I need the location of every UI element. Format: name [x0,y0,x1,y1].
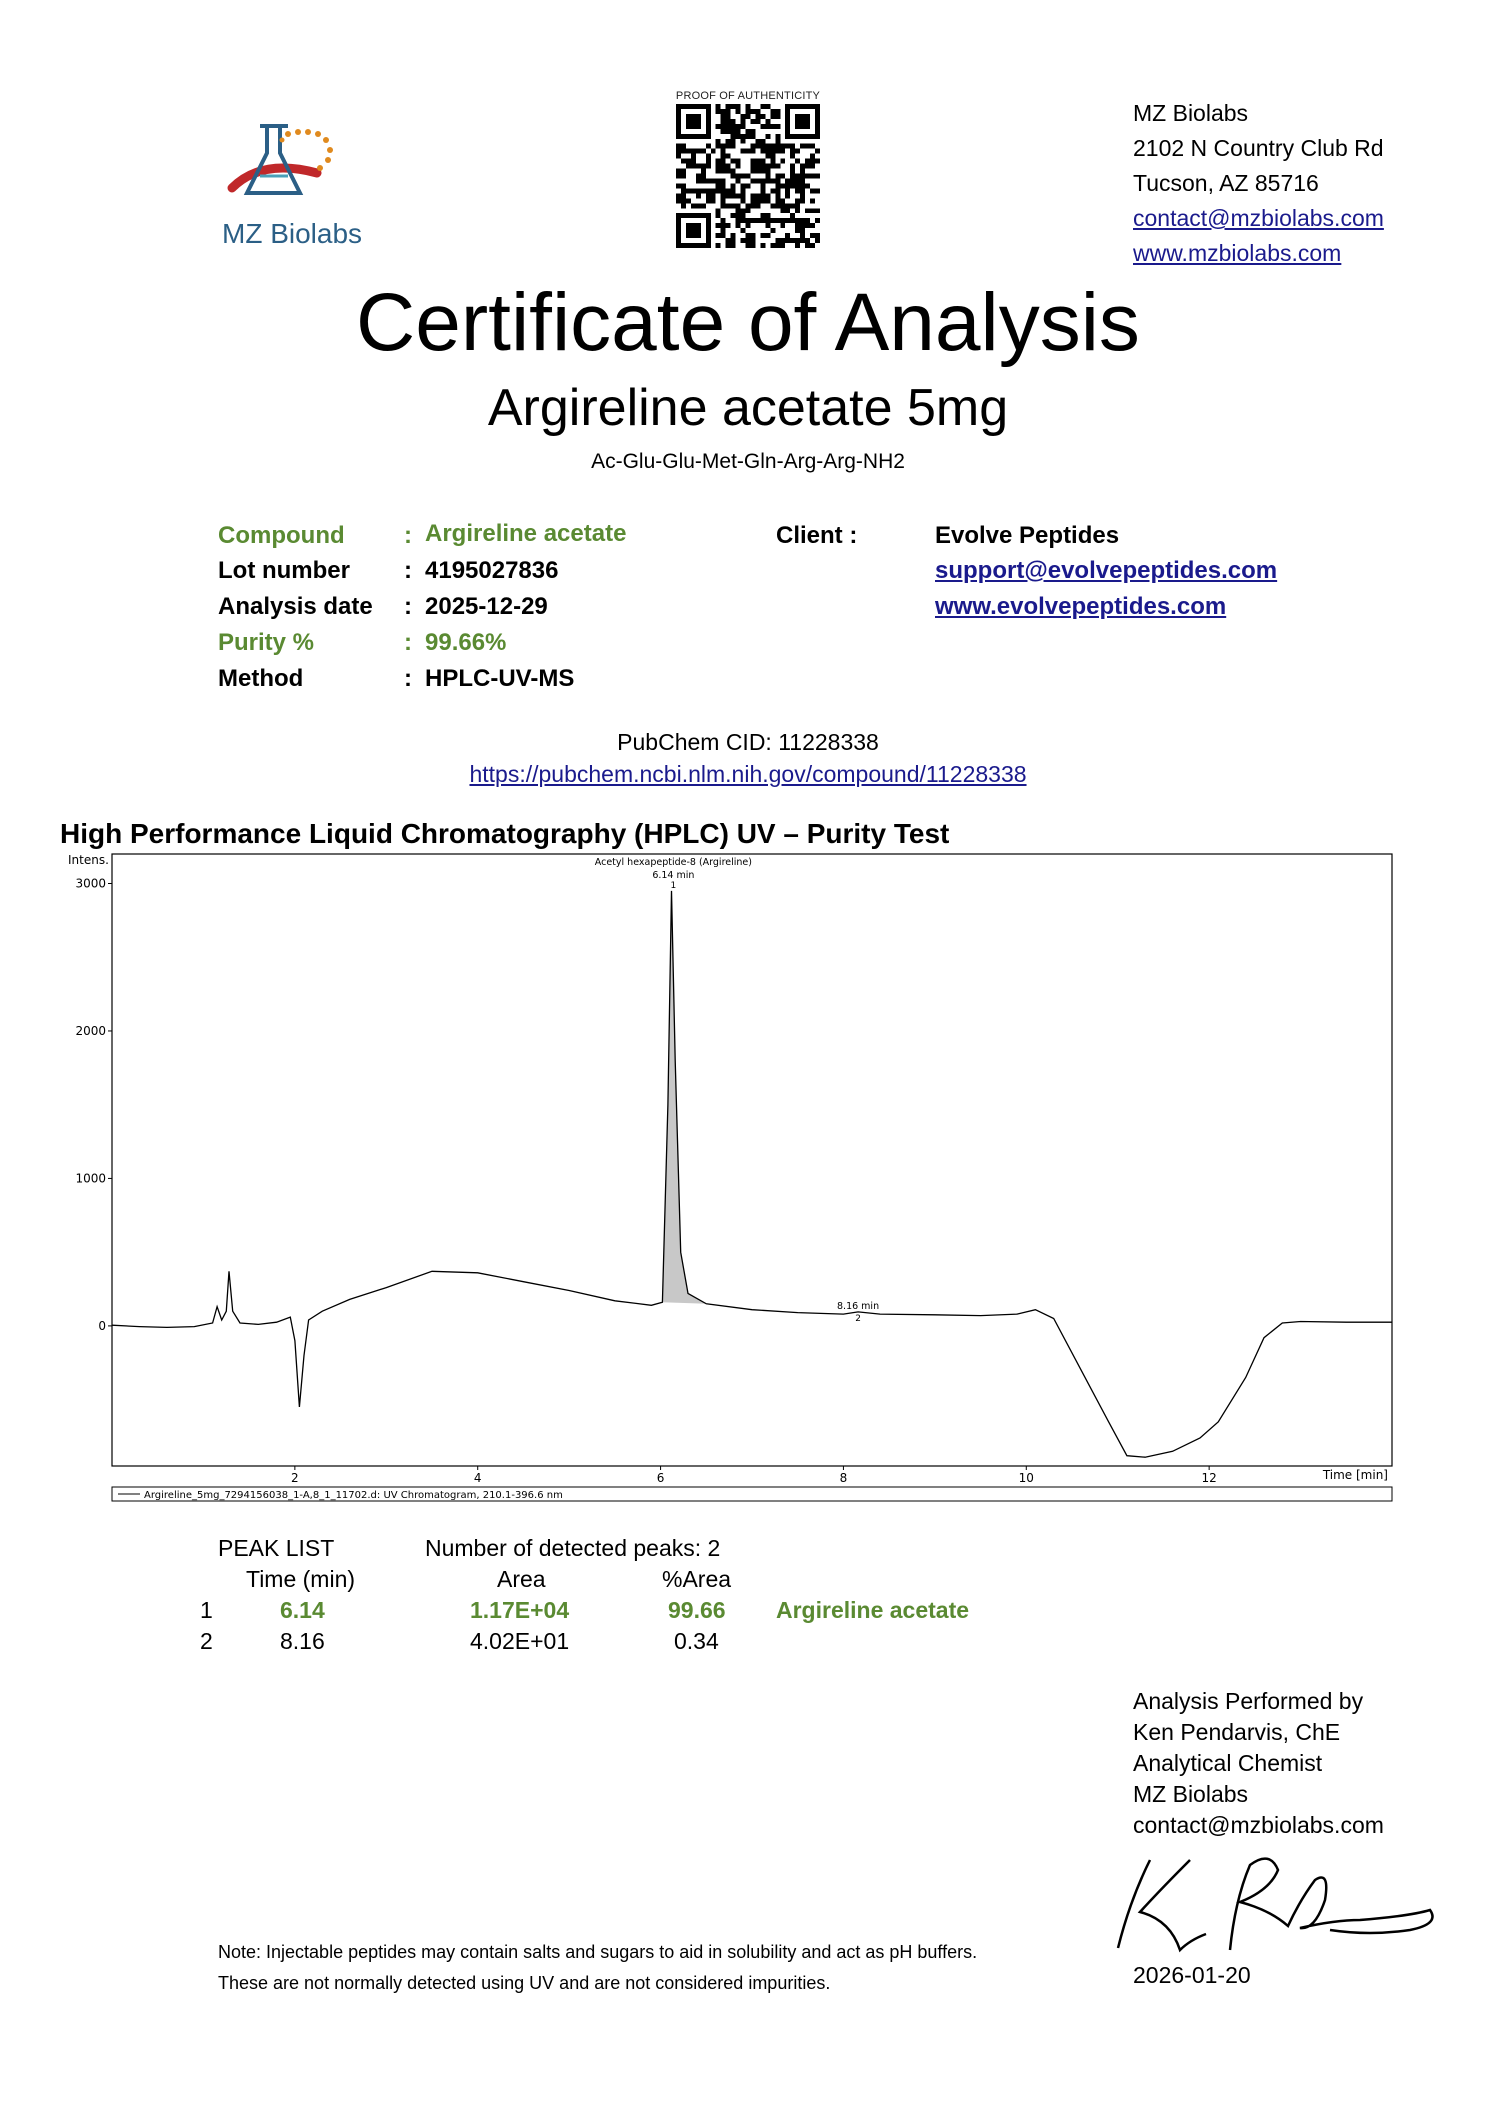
peak-time-annotation: 8.16 min [837,1301,879,1312]
col-header-pct: %Area [662,1566,732,1592]
x-axis-label: Time [min] [1322,1468,1388,1482]
peak-number-annotation: 1 [671,881,677,891]
x-tick-label: 8 [840,1471,848,1485]
y-tick-label: 2000 [75,1024,106,1038]
client-label: Client : [776,522,858,549]
client-website-link[interactable]: www.evolvepeptides.com [935,593,1227,620]
compound-value: Argireline acetate [425,520,627,547]
chromatogram-trace [111,890,1392,1458]
peak-compound-annotation: Acetyl hexapeptide-8 (Argireline) [595,857,752,868]
signature-date: 2026-01-20 [1133,1962,1251,1988]
company-website-link[interactable]: www.mzbiolabs.com [1133,240,1342,266]
analyst-company: MZ Biolabs [1133,1781,1249,1807]
colon: : [404,593,412,620]
peak-number: 1 [200,1597,213,1623]
peak-count: Number of detected peaks: 2 [425,1535,721,1561]
peak-list-title: PEAK LIST [218,1535,335,1561]
pubchem-link[interactable]: https://pubchem.ncbi.nlm.nih.gov/compoun… [469,761,1027,787]
company-address: MZ Biolabs 2102 N Country Club Rd Tucson… [1133,96,1384,271]
flask-logo-icon [227,124,333,195]
analyst-email: contact@mzbiolabs.com [1133,1812,1384,1838]
peptide-sequence: Ac-Glu-Glu-Met-Gln-Arg-Arg-NH2 [591,450,905,473]
peak-number-annotation: 2 [855,1314,861,1324]
x-tick-label: 12 [1202,1471,1217,1485]
peak-pct: 0.34 [674,1628,719,1654]
colon: : [404,629,412,656]
hplc-chromatogram: Intens. Time [min] 0 1000 2000 3000 2 4 6 8 10 1… [68,853,1393,1502]
legend-entry: Argireline_5mg_7294156038_1-A,8_1_11702.… [144,1490,563,1501]
colon: : [404,557,412,584]
pubchem-cid: PubChem CID: 11228338 [617,729,879,755]
address-line: MZ Biolabs [1133,100,1249,126]
analyst-title: Analytical Chemist [1133,1750,1323,1776]
x-tick-label: 4 [474,1471,482,1485]
peak-number: 2 [200,1628,213,1654]
lot-label: Lot number [218,557,350,584]
analyst-signature [1116,1857,1434,1953]
company-email-link[interactable]: contact@mzbiolabs.com [1133,205,1384,231]
analyst-block: Analysis Performed by Ken Pendarvis, ChE… [1133,1686,1384,1841]
purity-value: 99.66% [425,629,507,656]
method-value: HPLC-UV-MS [425,665,575,692]
purity-label: Purity % [218,629,315,656]
address-line: Tucson, AZ 85716 [1133,170,1319,196]
date-label: Analysis date [218,593,373,620]
note-line: Note: Injectable peptides may contain sa… [218,1942,978,1962]
compound-label: Compound [218,522,345,549]
x-tick-label: 6 [657,1471,665,1485]
footnote: Note: Injectable peptides may contain sa… [218,1937,977,1999]
col-header-area: Area [497,1566,546,1592]
page-title: Certificate of Analysis [356,277,1140,368]
qr-caption: PROOF OF AUTHENTICITY [675,90,821,102]
colon: : [404,522,412,549]
lot-value: 4195027836 [425,557,559,584]
peak-compound: Argireline acetate [776,1597,970,1623]
peak-pct: 99.66 [668,1597,726,1623]
analyst-name: Ken Pendarvis, ChE [1133,1719,1341,1745]
pubchem-block: PubChem CID: 11228338 https://pubchem.nc… [0,726,1496,790]
peak-time: 8.16 [280,1628,325,1654]
peak-time: 6.14 [280,1597,325,1623]
peak-area: 1.17E+04 [470,1597,570,1623]
qr-code-block[interactable]: PROOF OF AUTHENTICITY [668,90,828,255]
y-tick-label: 1000 [75,1171,106,1185]
method-label: Method [218,665,304,692]
y-axis-label: Intens. [68,853,109,867]
client-email-link[interactable]: support@evolvepeptides.com [935,557,1278,584]
y-tick-label: 3000 [75,876,106,890]
qr-code-icon [676,104,820,248]
date-value: 2025-12-29 [425,593,548,620]
logo-name: MZ Biolabs [222,218,363,249]
col-header-time: Time (min) [246,1566,356,1592]
legend-box [111,1486,1393,1502]
peak-time-annotation: 6.14 min [652,870,694,881]
company-logo: MZ Biolabs [222,118,382,258]
hplc-section-title: High Performance Liquid Chromatography (… [60,818,950,849]
peak-area-fill [662,890,707,1304]
peak-area: 4.02E+01 [470,1628,570,1654]
product-name: Argireline acetate 5mg [487,379,1009,437]
client-name: Evolve Peptides [935,522,1120,549]
analyst-line: Analysis Performed by [1133,1688,1364,1714]
note-line: These are not normally detected using UV… [218,1973,831,1993]
x-tick-label: 10 [1019,1471,1034,1485]
plot-frame [111,853,1393,1467]
y-tick-label: 0 [98,1319,106,1333]
x-tick-label: 2 [291,1471,299,1485]
address-line: 2102 N Country Club Rd [1133,135,1384,161]
colon: : [404,665,412,692]
